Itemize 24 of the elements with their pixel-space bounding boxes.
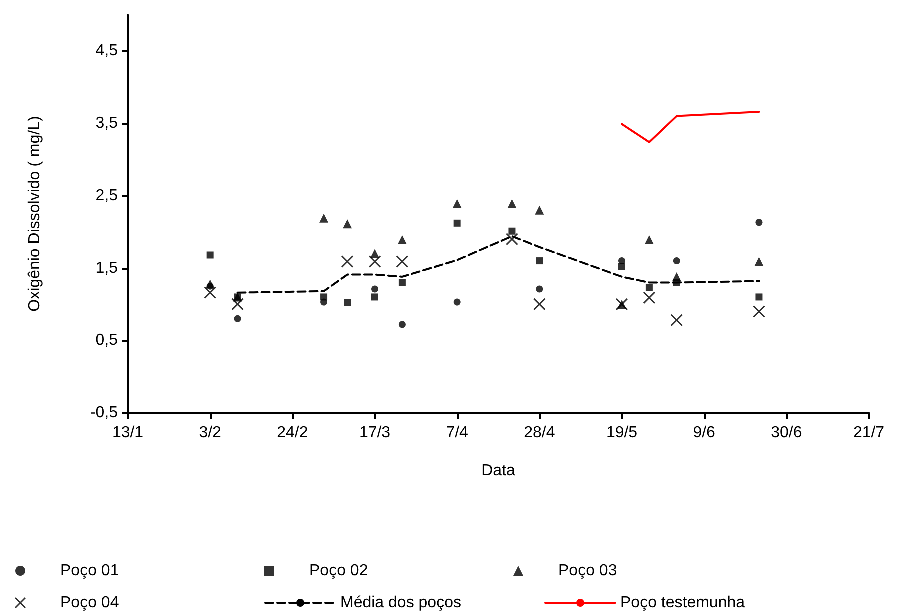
x-tick-label: 30/6 [771,424,802,442]
x-tick-label: 7/4 [446,424,469,442]
x-tick-label: 19/5 [606,424,638,442]
legend-label: Média dos poços [340,594,462,612]
x-tick-label: 21/7 [853,424,885,442]
legend-label: Poço 04 [60,594,120,612]
x-tick-label: 17/3 [359,424,391,442]
y-tick-label: 0,5 [96,332,118,350]
legend-label: Poço 01 [60,562,120,580]
x-axis-title: Data [482,462,516,480]
legend-label: Poço 02 [310,562,368,580]
y-tick-label: 3,5 [96,115,118,132]
legend-label: Poço 03 [558,562,618,580]
legend-label: Poço testemunha [620,594,746,612]
y-tick-label: 2,5 [96,187,118,204]
x-tick-label: 13/1 [112,424,144,442]
y-tick-label: 1,5 [96,260,118,277]
y-tick-label: 4,5 [96,42,118,60]
x-tick-label: 24/2 [277,424,308,442]
x-tick-label: 28/4 [524,424,556,442]
y-tick-label: -0,5 [90,404,118,422]
y-axis-title: Oxigênio Dissolvido ( mg/L) [26,116,44,312]
x-tick-label: 9/6 [693,424,716,442]
x-tick-label: 3/2 [199,424,222,442]
